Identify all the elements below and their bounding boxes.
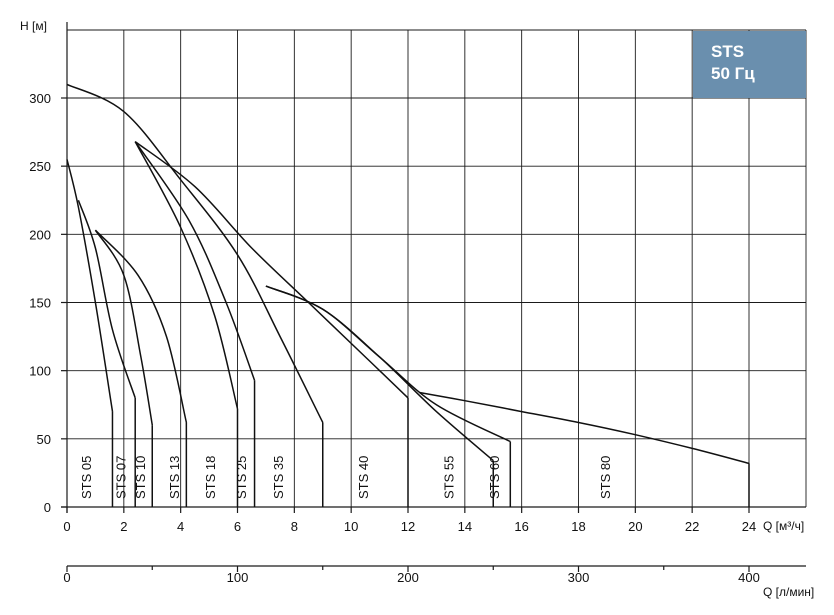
sts-13-label: STS 13 [167,456,182,499]
sts-10-curve [94,229,154,426]
sts-07-label: STS 07 [113,456,128,499]
badge-line-1: STS [711,42,745,61]
x-tick-label: 6 [234,519,241,534]
curves [66,83,750,507]
sts-40-label: STS 40 [356,456,371,499]
sts-05-curve [66,159,114,412]
y-tick-label: 150 [29,296,51,311]
badge-line-2: 50 Гц [711,64,755,83]
sts-35-curve [66,83,324,423]
x-tick-label: 20 [628,519,642,534]
sts-05-label: STS 05 [79,456,94,499]
y-tick-label: 100 [29,364,51,379]
grid [66,29,807,508]
x-tick-label: 2 [120,519,127,534]
x2-tick-label: 200 [397,570,419,585]
y-tick-label: 300 [29,91,51,106]
x-tick-label: 8 [291,519,298,534]
series-badge: STS 50 Гц [693,31,806,98]
y-tick-label: 250 [29,159,51,174]
sts-18-label: STS 18 [203,456,218,499]
x-tick-label: 12 [401,519,415,534]
x-tick-label: 10 [344,519,358,534]
y-tick-label: 0 [44,500,51,515]
x2-tick-label: 400 [738,570,760,585]
x2-tick-label: 0 [63,570,70,585]
sts-13-curve [94,229,188,423]
x-tick-label: 22 [685,519,699,534]
sts-35-label: STS 35 [271,456,286,499]
sts-80-label: STS 80 [598,456,613,499]
sts-25-curve [134,141,256,381]
sts-40-curve [134,141,409,399]
sts-07-curve [77,200,136,399]
sts-60-curve [265,285,511,443]
x-tick-label: 14 [458,519,472,534]
sts-25-label: STS 25 [234,456,249,499]
x-tick-label: 16 [514,519,528,534]
axes: H [м] Q [м³/ч] Q [л/мин] 0 2 4 6 8 10 12 14 16 18… [20,19,814,599]
sts-55-label: STS 55 [441,456,456,499]
x-tick-label: 24 [742,519,756,534]
sts-18-curve [134,141,239,409]
plot-frame [61,22,806,572]
y-tick-label: 50 [37,432,51,447]
x-axis-title: Q [м³/ч] [763,519,804,533]
y-tick-label: 200 [29,227,51,242]
y-axis-title: H [м] [20,19,47,33]
model-labels: STS 05 STS 07 STS 10 STS 13 STS 18 STS 25 STS … [79,456,613,499]
x2-axis-title: Q [л/мин] [763,585,814,599]
x-tick-label: 0 [63,519,70,534]
sts-80-curve [419,391,750,465]
x-tick-label: 4 [177,519,184,534]
sts-60-label: STS 60 [487,456,502,499]
x-tick-label: 18 [571,519,585,534]
x2-tick-label: 100 [227,570,249,585]
x2-tick-label: 300 [568,570,590,585]
sts-10-label: STS 10 [133,456,148,499]
sts-55-curve [265,285,494,462]
